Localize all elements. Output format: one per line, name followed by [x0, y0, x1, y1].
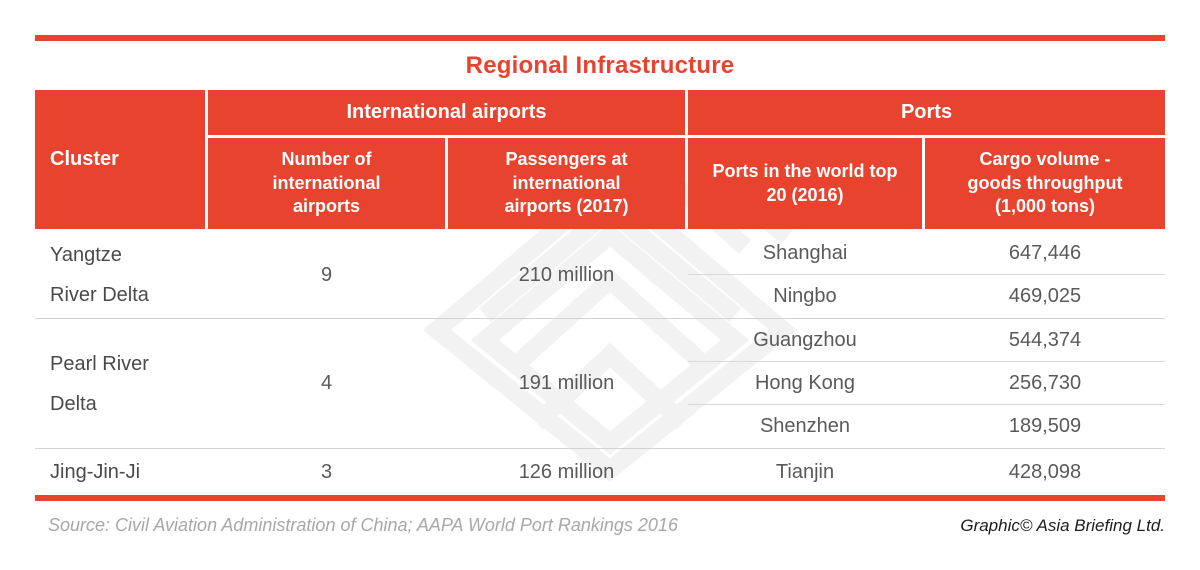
port-cargo: 647,446	[1008, 241, 1082, 264]
port-name: Hong Kong	[754, 371, 856, 394]
table-body: Yangtze River Delta 9 210 million Shangh…	[35, 232, 1165, 495]
table-row-pearl-river-delta: Pearl River Delta 4 191 million Guangzho…	[35, 318, 1165, 448]
table-row-yangtze-river-delta: Yangtze River Delta 9 210 million Shangh…	[35, 232, 1165, 318]
source-note: Source: Civil Aviation Administration of…	[48, 515, 678, 535]
port-cargo: 256,730	[1008, 371, 1082, 394]
cluster-name: Pearl River Delta	[50, 352, 149, 415]
page-title: Regional Infrastructure	[465, 51, 735, 79]
ports-list: Shanghai 647,446 Ningbo 469,025	[688, 232, 1165, 318]
port-row: Shanghai 647,446	[688, 232, 1165, 275]
ports-list: Tianjin 428,098	[688, 449, 1165, 495]
passenger-count: 210 million	[518, 263, 615, 286]
table-row-jing-jin-ji: Jing-Jin-Ji 3 126 million Tianjin 428,09…	[35, 448, 1165, 495]
port-row: Guangzhou 544,374	[688, 319, 1165, 362]
airport-count: 3	[320, 460, 333, 483]
cluster-name: Yangtze River Delta	[50, 244, 149, 306]
port-row: Ningbo 469,025	[688, 275, 1165, 318]
column-header-cluster: Cluster	[35, 90, 205, 229]
bottom-accent-bar	[35, 495, 1165, 501]
passenger-count: 191 million	[518, 372, 615, 394]
port-name: Tianjin	[775, 460, 835, 483]
port-name: Shenzhen	[759, 415, 851, 437]
column-header-cargo-volume: Cargo volume - goods throughput (1,000 t…	[925, 138, 1165, 229]
cluster-name: Jing-Jin-Ji	[50, 461, 141, 483]
port-name: Guangzhou	[753, 328, 857, 351]
port-row: Hong Kong 256,730	[688, 362, 1165, 405]
port-name: Ningbo	[773, 285, 837, 307]
port-cargo: 544,374	[1008, 328, 1082, 351]
port-row: Shenzhen 189,509	[688, 405, 1165, 448]
column-group-international-airports: International airports	[208, 90, 685, 135]
port-row: Tianjin 428,098	[688, 449, 1165, 495]
column-header-number-of-international-airports: Number of international airports	[208, 138, 445, 229]
ports-list: Guangzhou 544,374 Hong Kong 256,730 Shen…	[688, 319, 1165, 448]
airport-count: 9	[320, 263, 333, 286]
port-cargo: 189,509	[1008, 415, 1082, 437]
footer: Source: Civil Aviation Administration of…	[35, 515, 1165, 536]
port-cargo: 428,098	[1008, 460, 1082, 483]
passenger-count: 126 million	[518, 460, 615, 483]
table-header: Cluster International airports Ports Num…	[35, 90, 1165, 229]
port-cargo: 469,025	[1008, 285, 1082, 307]
airport-count: 4	[320, 372, 333, 394]
column-header-passengers-2017: Passengers at international airports (20…	[448, 138, 685, 229]
column-header-ports-top20-2016: Ports in the world top 20 (2016)	[688, 138, 922, 229]
port-name: Shanghai	[762, 241, 848, 264]
credit-note: Graphic© Asia Briefing Ltd.	[960, 516, 1165, 535]
column-group-ports: Ports	[688, 90, 1165, 135]
top-accent-bar	[35, 35, 1165, 41]
